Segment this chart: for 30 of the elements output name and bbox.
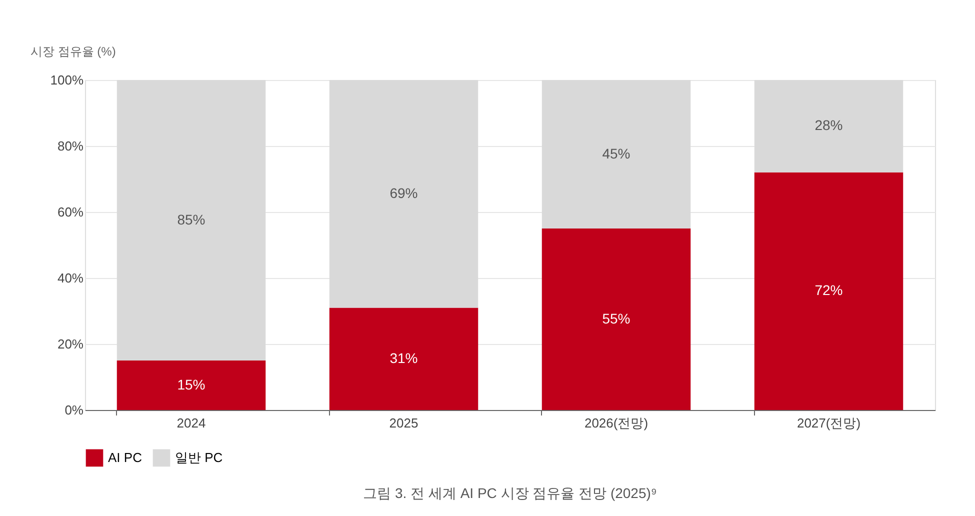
y-axis-title: 시장 점유율 (%) xyxy=(30,44,116,58)
bar xyxy=(116,80,266,360)
bar xyxy=(754,80,904,172)
bar xyxy=(116,360,266,410)
data-label: 55% xyxy=(602,310,630,326)
data-label: 15% xyxy=(177,376,206,392)
y-tick-label: 60% xyxy=(57,204,84,220)
data-label: 28% xyxy=(814,117,843,134)
data-label: 69% xyxy=(390,184,418,201)
bar xyxy=(542,228,691,410)
y-tick-label: 80% xyxy=(57,138,84,154)
x-tick-label: 2024 xyxy=(176,416,206,430)
y-tick-label: 40% xyxy=(57,270,84,286)
x-tick-label: 2027(전망) xyxy=(796,416,861,430)
data-label: 72% xyxy=(814,282,843,298)
data-label: 31% xyxy=(390,350,418,366)
y-tick-label: 20% xyxy=(57,336,84,352)
bar xyxy=(542,80,691,228)
data-label: 85% xyxy=(177,211,206,228)
caption: 그림 3. 전 세계 AI PC 시장 점유율 전망 (2025)⁹ xyxy=(363,485,657,501)
x-tick-label: 2026(전망) xyxy=(584,416,648,430)
y-tick-label: 100% xyxy=(50,72,84,88)
bar xyxy=(329,308,478,410)
legend-label: AI PC xyxy=(108,450,142,465)
x-tick-label: 2025 xyxy=(389,416,418,430)
legend-label: 일반 PC xyxy=(175,450,223,465)
bar xyxy=(754,172,904,410)
y-tick-label: 0% xyxy=(64,402,84,418)
data-label: 45% xyxy=(602,145,630,162)
bar xyxy=(329,80,478,308)
